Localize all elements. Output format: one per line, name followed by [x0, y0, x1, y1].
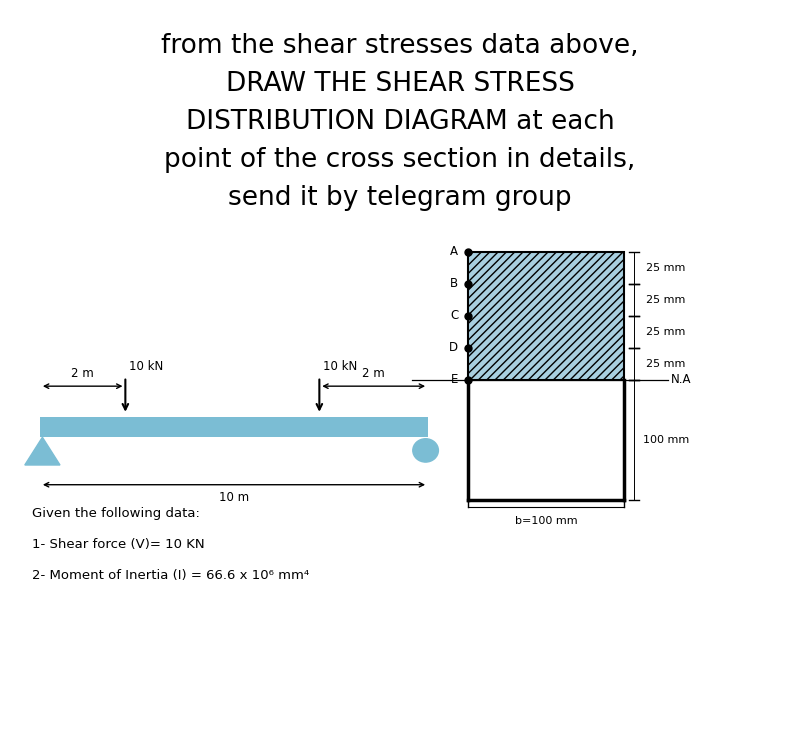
Text: 25 mm: 25 mm	[646, 295, 685, 304]
Bar	[40, 417, 428, 437]
Text: 100 mm: 100 mm	[643, 435, 690, 445]
Text: 2 m: 2 m	[71, 367, 94, 380]
Text: b=100 mm: b=100 mm	[514, 516, 578, 526]
Bar	[468, 252, 624, 380]
Text: N.A: N.A	[670, 373, 691, 386]
Text: 2- Moment of Inertia (I) = 66.6 x 10⁶ mm⁴: 2- Moment of Inertia (I) = 66.6 x 10⁶ mm…	[32, 569, 309, 582]
Text: Given the following data:: Given the following data:	[32, 507, 200, 520]
Text: point of the cross section in details,: point of the cross section in details,	[164, 147, 636, 173]
Text: 25 mm: 25 mm	[646, 327, 685, 337]
Text: B: B	[450, 277, 458, 291]
Circle shape	[413, 439, 438, 462]
Text: 25 mm: 25 mm	[646, 358, 685, 369]
Text: 10 m: 10 m	[219, 491, 249, 504]
Text: DISTRIBUTION DIAGRAM at each: DISTRIBUTION DIAGRAM at each	[186, 109, 614, 135]
Text: 25 mm: 25 mm	[646, 263, 685, 273]
Text: send it by telegram group: send it by telegram group	[228, 185, 572, 211]
Text: 1- Shear force (V)= 10 KN: 1- Shear force (V)= 10 KN	[32, 538, 205, 551]
Text: A: A	[450, 245, 458, 258]
Text: 10 kN: 10 kN	[130, 360, 164, 373]
Polygon shape	[25, 437, 60, 465]
Text: D: D	[450, 341, 458, 354]
Text: 2 m: 2 m	[362, 367, 385, 380]
Text: C: C	[450, 310, 458, 322]
Text: DRAW THE SHEAR STRESS: DRAW THE SHEAR STRESS	[226, 71, 574, 97]
Text: E: E	[451, 373, 458, 386]
Text: 10 kN: 10 kN	[323, 360, 358, 373]
Text: from the shear stresses data above,: from the shear stresses data above,	[161, 33, 639, 59]
